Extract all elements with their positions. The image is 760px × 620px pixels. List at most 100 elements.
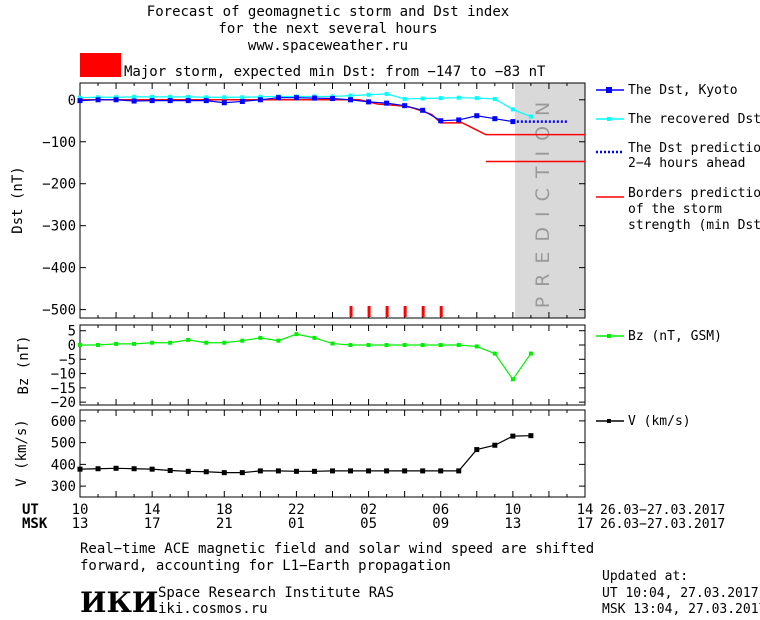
chart-title-line2: for the next several hours — [218, 21, 437, 37]
v-point — [185, 468, 191, 474]
bz-point — [186, 337, 191, 342]
y-tick-label: −20 — [51, 395, 76, 411]
bz-point — [474, 344, 479, 349]
ut-tick-label: 14 — [144, 502, 161, 518]
storm-marker — [439, 306, 443, 317]
v-point — [221, 470, 227, 476]
legend-dst-kyoto: The Dst, Kyoto — [628, 83, 738, 98]
dst-kyoto-point — [275, 95, 281, 101]
site-url: www.spaceweather.ru — [248, 38, 408, 54]
ut-tick-label: 02 — [360, 502, 377, 518]
v-point — [420, 468, 426, 474]
v-point — [203, 469, 209, 475]
time-axis-labels: 10 14 18 22 02 06 10 14 13 17 21 01 05 09 13 17 — [72, 502, 594, 532]
storm-level-indicator — [80, 53, 121, 77]
storm-marker — [421, 306, 425, 317]
recovered-dst-point — [492, 96, 497, 101]
storm-marker — [403, 306, 407, 317]
legend-dst-kyoto-marker — [606, 87, 612, 93]
ut-tick-label: 18 — [216, 502, 233, 518]
bz-point — [402, 343, 407, 347]
y-tick-label: 0 — [68, 338, 76, 354]
dst-plot-frame — [79, 82, 586, 319]
bz-point — [78, 343, 82, 347]
recovered-dst-point — [258, 94, 263, 99]
bz-point — [132, 341, 137, 346]
y-tick-label: 5 — [68, 324, 76, 340]
dst-kyoto-point — [384, 100, 390, 106]
chart-legend: The Dst, Kyoto The recovered Dst The Dst… — [596, 83, 760, 429]
institute-name: Space Research Institute RAS — [158, 585, 394, 601]
recovered-dst-point — [474, 96, 479, 101]
dst-kyoto-point — [149, 98, 155, 104]
bz-line — [80, 333, 532, 381]
legend-borders-line2: of the storm — [628, 202, 722, 217]
recovered-dst-point — [348, 93, 353, 98]
ut-tick-label: 22 — [288, 502, 305, 518]
v-axis-label: V (km/s) — [14, 419, 30, 486]
msk-tick-label: 17 — [577, 516, 594, 532]
msk-tick-label: 13 — [72, 516, 89, 532]
legend-prediction-line1: The Dst prediction — [628, 141, 760, 156]
v-point — [366, 468, 372, 474]
borders-prediction-series — [80, 99, 585, 163]
recovered-dst-point — [456, 95, 461, 100]
recovered-dst-point — [366, 92, 371, 97]
dst-kyoto-point — [492, 116, 498, 122]
bz-x-ticks — [79, 325, 586, 405]
bz-point — [348, 343, 353, 347]
bz-point — [258, 335, 263, 340]
y-tick-label: 600 — [51, 414, 76, 430]
iki-logo: ИКИ — [80, 586, 158, 619]
msk-tick-label: 17 — [144, 516, 161, 532]
bz-point — [330, 341, 335, 346]
legend-bz-marker — [607, 334, 611, 338]
updated-label: Updated at: — [602, 569, 688, 584]
dst-x-ticks — [79, 83, 586, 318]
y-tick-label: 500 — [51, 436, 76, 452]
dst-kyoto-point — [131, 98, 137, 104]
chart-title-line1: Forecast of geomagnetic storm and Dst in… — [147, 4, 509, 20]
recovered-dst-point — [384, 91, 389, 96]
dst-axis-label: Dst (nT) — [10, 166, 26, 233]
dst-kyoto-point — [77, 98, 83, 104]
recovered-dst-point — [78, 95, 82, 100]
v-point — [402, 468, 408, 474]
msk-tick-label: 21 — [216, 516, 233, 532]
v-point — [474, 447, 480, 453]
recovered-dst-point — [240, 95, 245, 100]
ut-axis-label: UT — [22, 502, 39, 518]
bz-point — [528, 351, 533, 356]
legend-prediction-line2: 2−4 hours ahead — [628, 156, 745, 171]
y-tick-label: 0 — [68, 93, 76, 109]
bz-point — [420, 343, 425, 347]
dst-kyoto-line — [79, 97, 513, 123]
dst-kyoto-point — [311, 95, 317, 101]
bz-point — [222, 340, 227, 345]
recovered-dst-point — [114, 95, 119, 100]
bz-point — [456, 343, 461, 347]
v-point — [239, 470, 245, 476]
v-point — [528, 433, 534, 439]
v-point — [95, 466, 101, 472]
legend-borders-line1: Borders prediction — [628, 186, 760, 201]
recovered-dst-point — [186, 94, 191, 99]
msk-tick-label: 13 — [504, 516, 521, 532]
updated-ut: UT 10:04, 27.03.2017 — [602, 586, 759, 601]
y-tick-label: −5 — [59, 352, 76, 368]
dst-kyoto-point — [293, 95, 299, 101]
dst-kyoto-point — [456, 117, 462, 123]
dst-kyoto-point — [438, 118, 444, 124]
bz-point — [150, 340, 155, 345]
recovered-dst-point — [150, 94, 155, 99]
bz-axis-label: Bz (nT) — [16, 335, 32, 394]
bz-series — [78, 332, 533, 382]
recovered-dst-point — [204, 95, 209, 100]
bz-point — [240, 338, 245, 343]
v-line — [79, 435, 531, 474]
y-tick-label: −100 — [42, 135, 76, 151]
y-tick-label: −500 — [42, 303, 76, 319]
v-x-ticks — [79, 410, 586, 497]
dst-kyoto-point — [95, 97, 101, 103]
y-tick-label: −400 — [42, 261, 76, 277]
